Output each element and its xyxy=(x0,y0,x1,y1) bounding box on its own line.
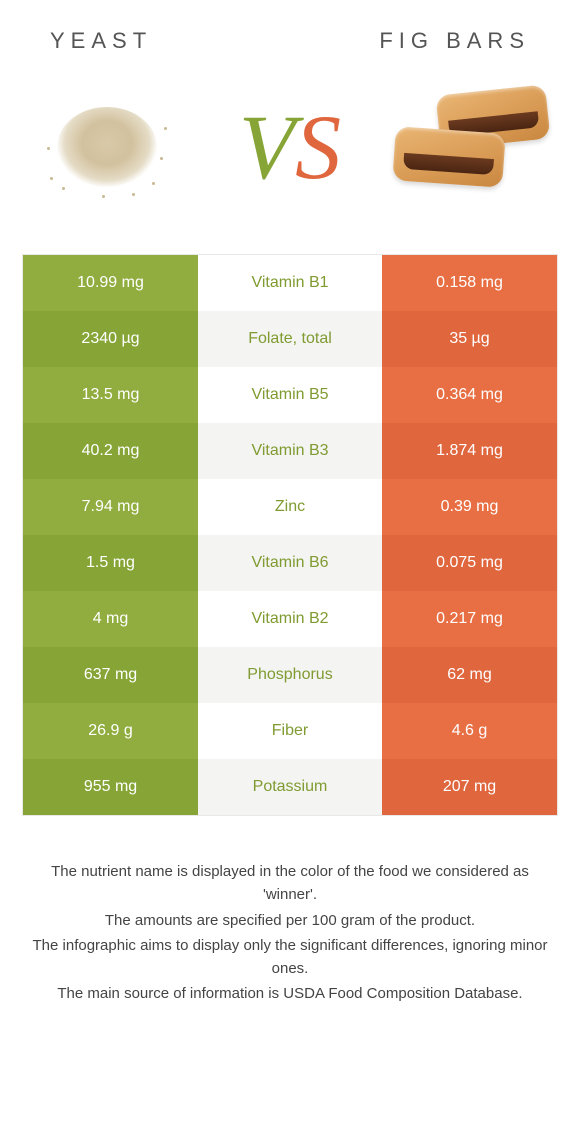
footnote-line: The main source of information is USDA F… xyxy=(26,982,554,1005)
right-value: 4.6 g xyxy=(382,703,557,759)
food-right-title: FIG BARS xyxy=(379,28,530,54)
table-row: 955 mgPotassium207 mg xyxy=(23,759,557,815)
vs-v: V xyxy=(239,101,295,193)
nutrient-name: Vitamin B5 xyxy=(198,367,382,423)
left-value: 26.9 g xyxy=(23,703,198,759)
comparison-table: 10.99 mgVitamin B10.158 mg2340 µgFolate,… xyxy=(22,254,558,816)
left-value: 7.94 mg xyxy=(23,479,198,535)
yeast-image xyxy=(22,72,192,222)
left-value: 10.99 mg xyxy=(23,255,198,311)
nutrient-name: Zinc xyxy=(198,479,382,535)
right-value: 0.39 mg xyxy=(382,479,557,535)
table-row: 7.94 mgZinc0.39 mg xyxy=(23,479,557,535)
nutrient-name: Vitamin B6 xyxy=(198,535,382,591)
right-value: 0.075 mg xyxy=(382,535,557,591)
figbars-image xyxy=(388,72,558,222)
table-row: 13.5 mgVitamin B50.364 mg xyxy=(23,367,557,423)
right-value: 0.217 mg xyxy=(382,591,557,647)
left-value: 40.2 mg xyxy=(23,423,198,479)
table-row: 1.5 mgVitamin B60.075 mg xyxy=(23,535,557,591)
right-value: 207 mg xyxy=(382,759,557,815)
footnote-line: The infographic aims to display only the… xyxy=(26,934,554,981)
nutrient-name: Phosphorus xyxy=(198,647,382,703)
right-value: 0.158 mg xyxy=(382,255,557,311)
nutrient-name: Vitamin B3 xyxy=(198,423,382,479)
left-value: 13.5 mg xyxy=(23,367,198,423)
image-row: V S xyxy=(0,64,580,254)
footnote-line: The amounts are specified per 100 gram o… xyxy=(26,909,554,932)
table-row: 26.9 gFiber4.6 g xyxy=(23,703,557,759)
nutrient-name: Folate, total xyxy=(198,311,382,367)
right-value: 62 mg xyxy=(382,647,557,703)
table-row: 4 mgVitamin B20.217 mg xyxy=(23,591,557,647)
table-row: 637 mgPhosphorus62 mg xyxy=(23,647,557,703)
food-left-title: YEAST xyxy=(50,28,152,54)
nutrient-name: Vitamin B2 xyxy=(198,591,382,647)
right-value: 0.364 mg xyxy=(382,367,557,423)
left-value: 955 mg xyxy=(23,759,198,815)
nutrient-name: Fiber xyxy=(198,703,382,759)
left-value: 1.5 mg xyxy=(23,535,198,591)
left-value: 637 mg xyxy=(23,647,198,703)
table-row: 2340 µgFolate, total35 µg xyxy=(23,311,557,367)
table-row: 10.99 mgVitamin B10.158 mg xyxy=(23,255,557,311)
table-row: 40.2 mgVitamin B31.874 mg xyxy=(23,423,557,479)
left-value: 4 mg xyxy=(23,591,198,647)
left-value: 2340 µg xyxy=(23,311,198,367)
vs-label: V S xyxy=(239,101,341,193)
footnote: The nutrient name is displayed in the co… xyxy=(0,816,580,1006)
footnote-line: The nutrient name is displayed in the co… xyxy=(26,860,554,907)
header: YEAST FIG BARS xyxy=(0,0,580,64)
vs-s: S xyxy=(295,101,341,193)
right-value: 35 µg xyxy=(382,311,557,367)
right-value: 1.874 mg xyxy=(382,423,557,479)
nutrient-name: Vitamin B1 xyxy=(198,255,382,311)
nutrient-name: Potassium xyxy=(198,759,382,815)
